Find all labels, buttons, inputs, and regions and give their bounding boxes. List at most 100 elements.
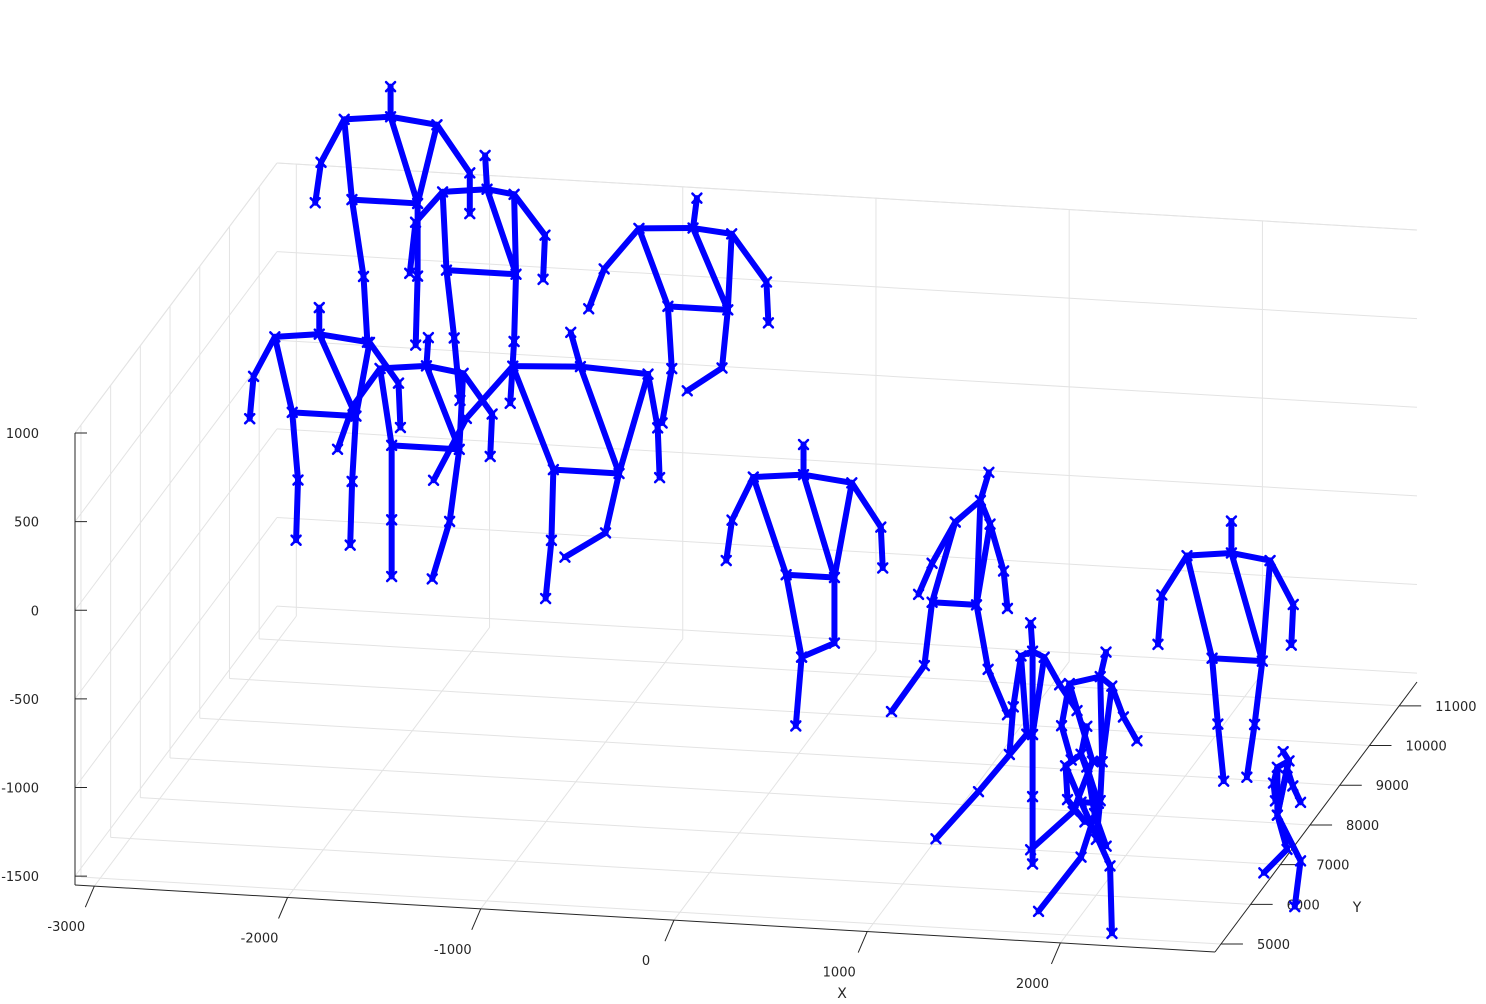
joint-marker-stroke [290,534,302,546]
skeleton-bone [540,232,549,283]
skeleton-bone [246,373,257,422]
skeleton-figure [243,301,407,551]
joint-marker-stroke [875,521,887,533]
joint-marker-stroke [1079,816,1091,828]
joint-marker-stroke [1217,775,1230,787]
joint-marker-stroke [1287,598,1299,611]
skeleton-bone [659,365,675,426]
skeleton-bone [395,380,404,431]
joint-marker [1003,748,1016,761]
grid-line-floor-y [170,757,1311,826]
skeleton-bone [349,413,359,485]
x-tick-label: -3000 [47,920,85,935]
joint-marker-stroke [762,317,775,329]
joint-marker [1294,855,1307,867]
joint-marker [1063,677,1076,690]
skeleton-bone [348,196,367,280]
x-tick-mark [1050,942,1061,965]
joint-marker [1092,797,1105,809]
joint-marker [453,443,466,456]
joint-marker [970,599,983,611]
joint-marker-stroke [384,111,397,123]
joint-marker-stroke [1271,809,1284,821]
joint-marker [507,360,519,372]
joint-marker [313,301,326,314]
joint-marker-stroke [1100,646,1112,658]
joint-marker [1106,680,1118,692]
joint-marker [1096,756,1108,768]
skeleton-figure [1258,745,1307,913]
joint-marker [436,186,449,198]
skeleton-bone [1017,652,1030,738]
joint-marker [662,300,674,313]
joint-marker-stroke [464,207,476,220]
z-tick-label: -1000 [1,782,39,797]
joint-marker-stroke [1075,796,1087,808]
x-tick-label: 0 [642,954,650,969]
joint-marker-stroke [653,471,666,484]
joint-marker [574,360,587,373]
joint-marker [484,450,496,463]
skeleton-bone [316,331,373,346]
skeleton-bone [585,265,608,312]
joint-marker-stroke [443,515,456,528]
joint-marker [292,474,304,486]
skeleton-bone [763,278,772,326]
joint-marker-stroke [1081,761,1093,773]
skeleton-bone [443,267,520,278]
joint-marker-stroke [1131,735,1143,747]
joint-marker-stroke [315,156,327,169]
skeleton-bone [341,116,355,203]
joint-marker-stroke [564,326,577,339]
joint-marker [564,326,577,339]
joint-marker [1225,515,1238,527]
joint-marker-stroke [1015,650,1027,662]
joint-marker-stroke [1117,711,1130,723]
skeleton-bone [1078,799,1114,869]
skeleton-bone [664,303,675,372]
joint-marker [392,377,405,389]
joint-marker-stroke [510,268,522,280]
joint-marker-stroke [426,573,438,585]
joint-marker-stroke [918,659,931,672]
skeleton-bone [654,424,663,481]
joint-marker [331,443,344,456]
joint-marker-stroke [1100,840,1112,852]
joint-marker [926,557,938,569]
skeleton-bone [1291,857,1304,910]
joint-marker-stroke [411,197,424,210]
joint-marker-stroke [313,301,326,314]
skeleton-bone [1209,655,1266,665]
skeleton-bone [271,331,323,340]
skeleton-bone [929,519,959,606]
joint-marker-stroke [479,149,491,162]
x-tick-mark [278,897,289,919]
joint-marker-stroke [747,471,760,483]
joint-marker [346,193,358,206]
skeleton-bone [973,601,992,673]
joint-marker-stroke [1264,554,1276,567]
joint-marker [1256,655,1269,667]
skeleton-bone [1078,723,1090,758]
joint-marker [464,207,476,220]
joint-marker [457,367,469,380]
skeleton-bone [511,191,549,239]
joint-marker-stroke [760,276,773,288]
skeleton-bone [635,225,671,310]
skeleton-bone [750,471,807,481]
joint-marker-stroke [537,273,549,286]
skeleton-bone [347,478,356,549]
joint-marker-stroke [1026,790,1039,803]
skeleton-bone [1066,673,1104,687]
joint-marker-stroke [338,113,350,126]
skeleton-bone [831,479,855,581]
joint-marker [460,412,473,425]
joint-marker [687,222,699,234]
joint-marker [720,554,732,567]
joint-marker-stroke [1156,589,1168,601]
skeleton-bone [1158,552,1190,598]
joint-marker-stroke [1055,719,1068,732]
joint-marker [828,571,841,584]
joint-marker [1269,795,1282,807]
